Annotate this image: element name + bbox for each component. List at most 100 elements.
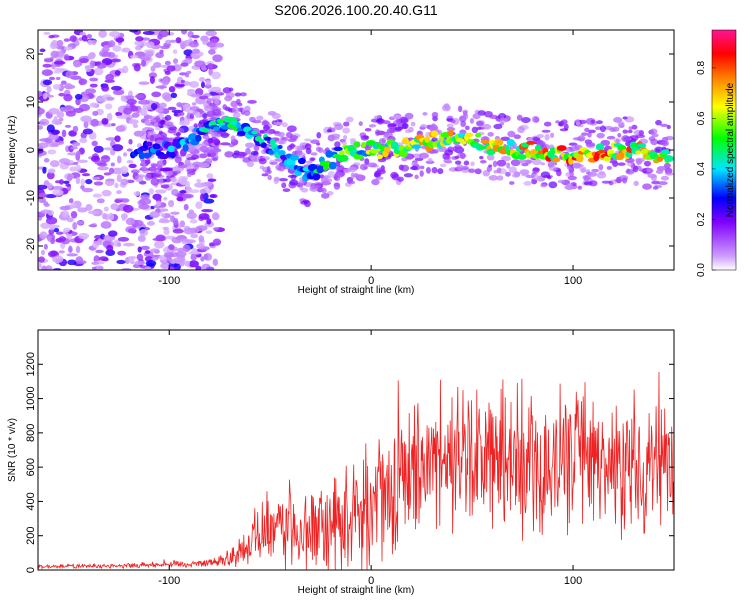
heatmap-cell <box>144 50 154 58</box>
heatmap-cell <box>103 45 110 49</box>
heatmap-cell <box>627 129 633 134</box>
heatmap-cell <box>55 76 61 81</box>
heatmap-cell <box>72 141 81 147</box>
heatmap-cell <box>114 70 121 76</box>
heatmap-cell <box>120 166 129 175</box>
heatmap-cell <box>254 135 262 142</box>
heatmap-cell <box>130 169 140 174</box>
snr-frame <box>37 329 675 571</box>
heatmap-cell <box>70 75 82 80</box>
heatmap-cell <box>635 150 641 155</box>
heatmap-cell <box>165 170 173 177</box>
heatmap-cell <box>63 180 70 184</box>
heatmap-cell <box>172 49 178 54</box>
heatmap-cell <box>58 92 65 97</box>
heatmap-cell <box>40 267 49 270</box>
heatmap-cell <box>210 194 218 199</box>
snr-background <box>38 330 674 570</box>
colorbar-tick-label: 0.6 <box>696 111 707 125</box>
heatmap-cell <box>334 123 344 131</box>
heatmap-cell <box>38 142 49 149</box>
heatmap-cell <box>122 204 134 213</box>
heatmap-cell <box>225 92 235 99</box>
heatmap-cell <box>153 62 162 68</box>
heatmap-cell <box>215 89 222 94</box>
heatmap-cell <box>603 155 611 162</box>
heatmap-cell <box>574 163 584 168</box>
heatmap-cell <box>149 134 155 142</box>
heatmap-cell <box>190 93 202 98</box>
heatmap-cell <box>75 256 84 265</box>
heatmap-cell <box>200 193 205 202</box>
heatmap-cell <box>163 228 170 236</box>
heatmap-cell <box>261 149 267 155</box>
heatmap-cell <box>41 69 53 77</box>
heatmap-cell <box>474 168 482 175</box>
colorbar: 0.0 0.2 0.4 0.6 0.8 Normalized spectral ampl… <box>696 29 737 277</box>
heatmap-cell <box>470 161 475 167</box>
heatmap-cell <box>152 237 164 242</box>
heatmap-cell <box>143 152 152 158</box>
heatmap-cell <box>48 133 60 141</box>
heatmap-cell <box>487 131 494 137</box>
heatmap-cell <box>655 119 662 126</box>
heatmap-cell <box>335 171 345 178</box>
x-tick-label: -100 <box>158 275 180 287</box>
heatmap-cell <box>182 103 192 112</box>
heatmap-cell <box>75 176 81 185</box>
heatmap-cell <box>557 179 566 184</box>
heatmap-cell <box>138 204 150 210</box>
heatmap-cell <box>660 175 670 181</box>
heatmap-cell <box>277 131 285 137</box>
heatmap-cell <box>599 125 607 133</box>
heatmap-cell <box>377 145 386 150</box>
heatmap-cell <box>267 174 272 181</box>
heatmap-cell <box>622 116 628 120</box>
y-tick-label: -20 <box>25 238 37 254</box>
heatmap-cell <box>516 114 523 121</box>
heatmap-cell <box>552 157 561 163</box>
heatmap-cell <box>111 144 124 152</box>
heatmap-cell <box>277 144 283 150</box>
heatmap-cell <box>100 221 112 229</box>
heatmap-cell <box>43 243 48 250</box>
heatmap-cell <box>310 152 318 156</box>
heatmap-cell <box>67 152 78 156</box>
heatmap-cell <box>127 228 135 234</box>
heatmap-cell <box>50 39 59 48</box>
heatmap-cell <box>310 139 320 144</box>
heatmap-cell <box>266 165 271 173</box>
heatmap-cell <box>414 157 424 162</box>
heatmap-cell <box>95 249 104 254</box>
x-tick-label: 100 <box>564 575 582 587</box>
heatmap-cell <box>80 184 85 190</box>
heatmap-cell <box>177 164 187 169</box>
colorbar-tick-label: 0.2 <box>696 212 707 226</box>
heatmap-cell <box>70 203 77 209</box>
heatmap-cell <box>273 176 280 182</box>
heatmap-cell <box>235 122 241 129</box>
heatmap-cell <box>134 40 142 46</box>
heatmap-cell <box>649 128 658 135</box>
heatmap-cell <box>171 188 179 196</box>
heatmap-cell <box>513 134 521 139</box>
heatmap-cell <box>180 79 185 84</box>
heatmap-cell <box>496 175 504 181</box>
heatmap-cell <box>116 259 126 265</box>
heatmap-cell <box>158 130 163 135</box>
heatmap-cell <box>664 172 674 176</box>
heatmap-cell <box>40 198 47 203</box>
heatmap-cell <box>228 87 234 92</box>
heatmap-cell <box>72 125 79 133</box>
heatmap-cell <box>309 157 315 162</box>
heatmap-cell <box>188 209 195 215</box>
heatmap-cell <box>191 247 198 255</box>
heatmap-cell <box>569 172 574 177</box>
heatmap-cell <box>50 250 58 257</box>
heatmap-cell <box>160 184 170 189</box>
snr-x-axis: -100 0 100 <box>158 330 582 587</box>
heatmap-cell <box>626 168 631 173</box>
heatmap-cell <box>540 183 548 188</box>
heatmap-cell <box>47 149 57 155</box>
heatmap-cell <box>304 138 312 142</box>
